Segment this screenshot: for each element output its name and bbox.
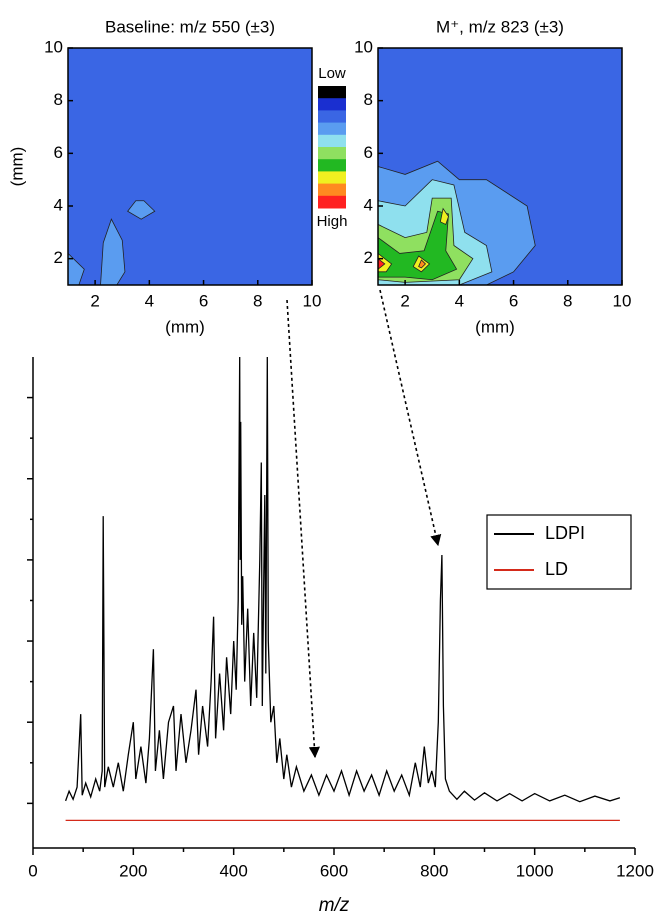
x-tick-label: 4 (145, 291, 154, 310)
x-tick-label: 400 (219, 861, 247, 880)
colorbar-swatch (318, 195, 346, 209)
y-tick-label: 2 (364, 248, 373, 267)
x-tick-label: 0 (28, 861, 37, 880)
contour-region (377, 210, 458, 281)
legend-label: LDPI (545, 523, 585, 543)
colorbar-swatch (318, 147, 346, 160)
x-tick-label: 600 (320, 861, 348, 880)
colorbar-swatch (318, 171, 346, 185)
chart-title: Baseline: m/z 550 (±3) (105, 17, 275, 36)
y-tick-label: 10 (354, 37, 373, 56)
x-tick-label: 800 (420, 861, 448, 880)
x-tick-label: 10 (613, 291, 632, 310)
x-axis-label: m/z (319, 895, 350, 916)
contour-region (418, 259, 427, 269)
x-tick-label: 8 (563, 291, 572, 310)
y-tick-label: 8 (364, 90, 373, 109)
colorbar-swatch (318, 122, 346, 136)
x-axis-label: (mm) (475, 317, 515, 336)
x-tick-label: 1200 (616, 861, 654, 880)
legend-box (486, 514, 632, 590)
legend-label: LD (545, 559, 568, 579)
y-tick-label: 8 (54, 90, 63, 109)
chart-title: M⁺, m/z 823 (±3) (436, 17, 564, 36)
x-tick-label: 2 (90, 291, 99, 310)
contour-region (439, 207, 449, 225)
plot-frame (377, 47, 623, 286)
arrow (379, 289, 442, 547)
x-tick-label: 2 (400, 291, 409, 310)
x-axis-label: (mm) (165, 317, 205, 336)
colorbar-swatch (318, 134, 346, 148)
y-tick-label: 6 (54, 143, 63, 162)
colorbar-low-label: Low (318, 65, 346, 82)
x-tick-label: 6 (509, 291, 518, 310)
y-tick-label: 2 (54, 248, 63, 267)
arrow (286, 299, 320, 759)
y-axis-label: (mm) (7, 147, 26, 187)
x-tick-label: 6 (199, 291, 208, 310)
chart-layer: 2 4 6 8 10 2 4 6 8 10 Baseline: m/z 550 (±3) (mm) (m… (7, 17, 653, 916)
colorbar-swatch (318, 159, 346, 172)
series-line (64, 356, 621, 803)
x-tick-label: 8 (253, 291, 262, 310)
x-tick-label: 200 (119, 861, 147, 880)
y-tick-label: 10 (44, 37, 63, 56)
colorbar-high-label: High (317, 213, 348, 230)
colorbar-swatch (318, 86, 346, 99)
y-tick-label: 4 (364, 195, 373, 214)
contour-region (127, 200, 156, 220)
colorbar-swatch (318, 183, 346, 197)
y-tick-label: 6 (364, 143, 373, 162)
plot-frame (67, 47, 313, 286)
colorbar-swatch (318, 110, 346, 124)
y-tick-label: 4 (54, 195, 63, 214)
colorbar-swatch (318, 98, 346, 111)
x-tick-label: 10 (303, 291, 322, 310)
x-tick-label: 1000 (516, 861, 554, 880)
x-tick-label: 4 (455, 291, 464, 310)
